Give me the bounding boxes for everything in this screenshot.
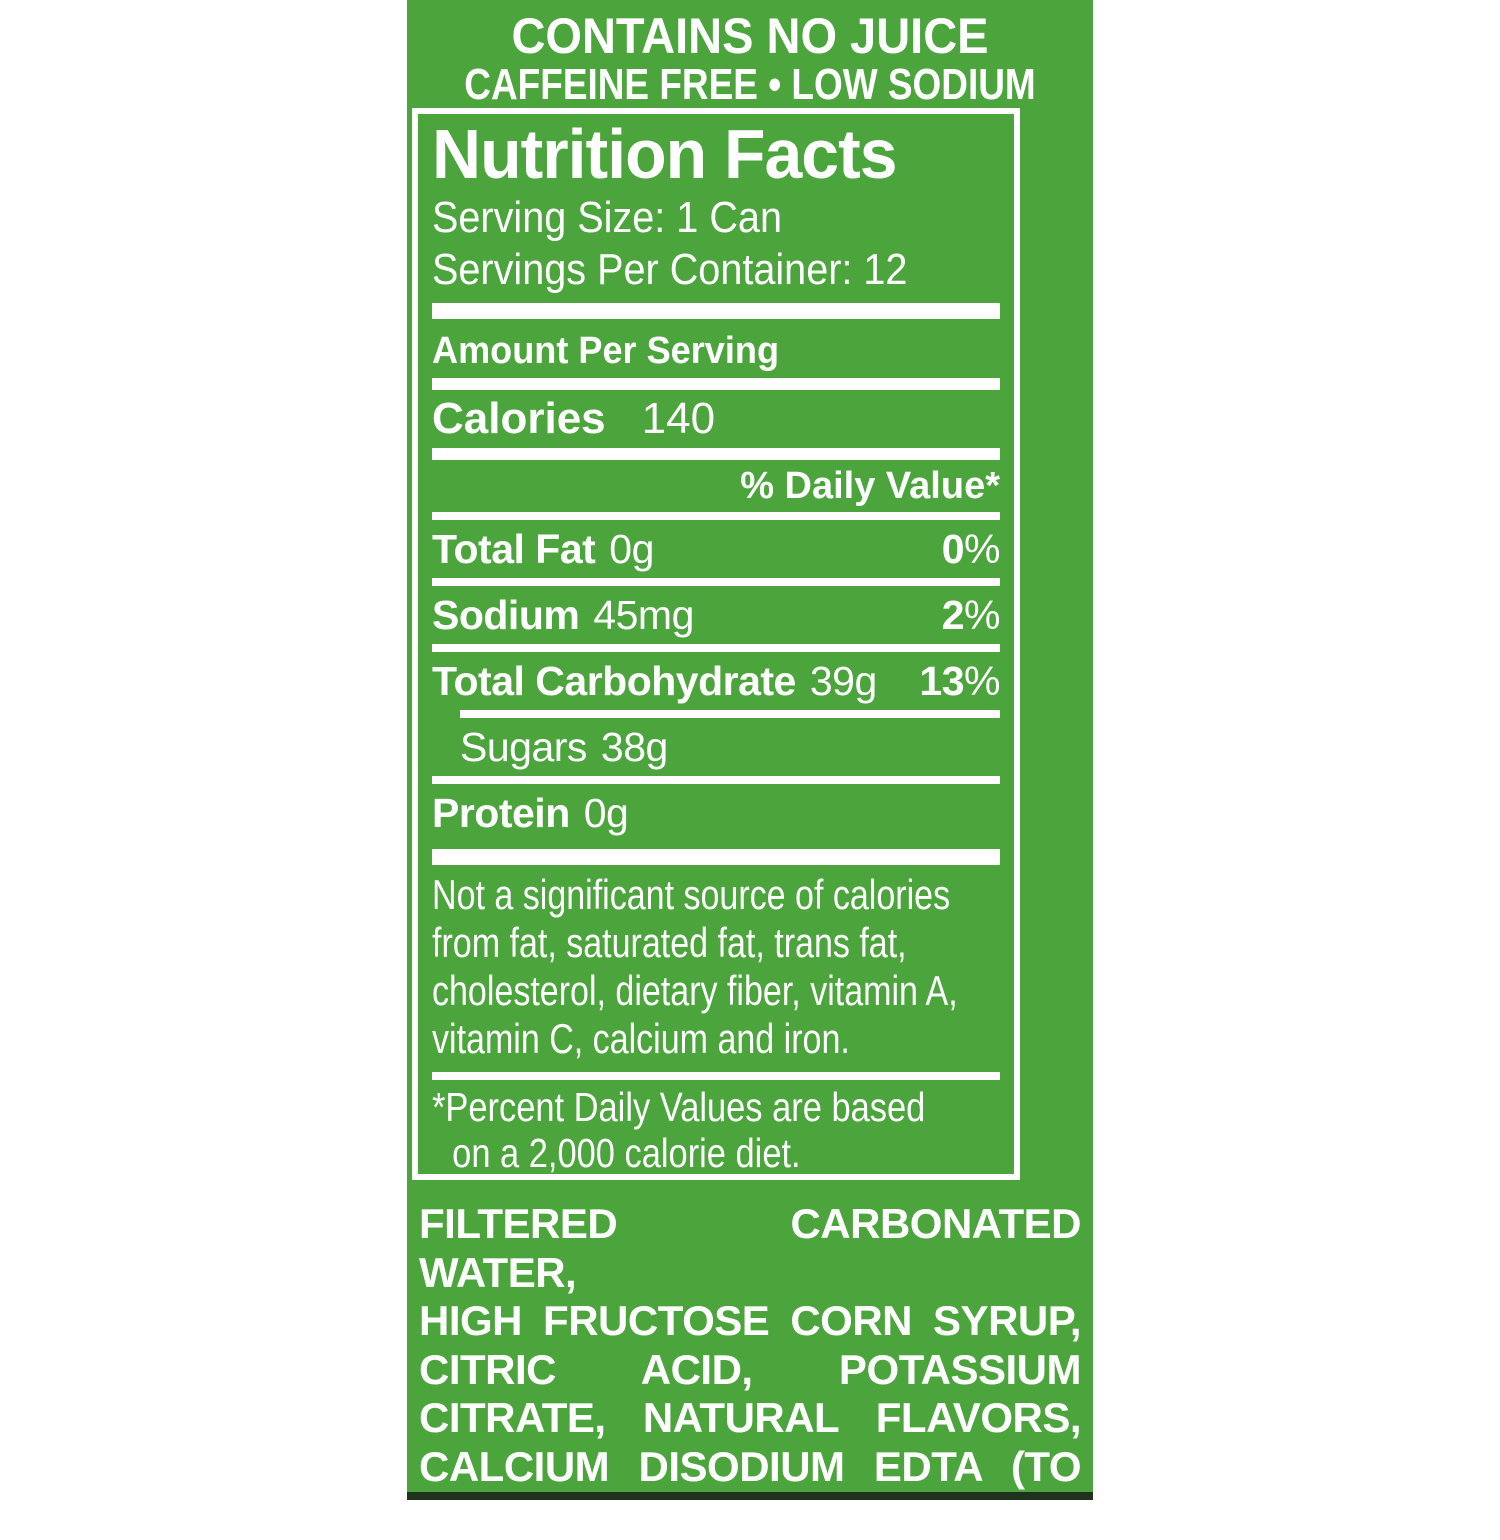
dv-percent-sign: %: [964, 658, 1000, 704]
claim-caffeine-free-low-sodium: CAFFEINE FREE • LOW SODIUM: [464, 60, 1036, 109]
note-line: from fat, saturated fat, trans fat,: [432, 919, 907, 966]
separator-thin: [432, 578, 1000, 586]
dv-number: 0: [941, 526, 965, 572]
separator-thin: [432, 776, 1000, 784]
nutrient-value: 0g: [583, 790, 629, 836]
note-line: cholesterol, dietary fiber, vitamin A,: [432, 967, 958, 1014]
nutrient-name: Total Fat: [432, 526, 596, 572]
nutrient-daily-value: 2%: [941, 586, 1001, 644]
nutrient-name-value: Total Carbohydrate 39g: [432, 652, 877, 710]
product-claims: CONTAINS NO JUICE CAFFEINE FREE • LOW SO…: [407, 10, 1093, 108]
footnote-line: *Percent Daily Values are based: [432, 1084, 926, 1130]
ingredient-line: FILTERED CARBONATED WATER,: [419, 1200, 1082, 1296]
nutrient-value: 0g: [609, 526, 654, 572]
nutrient-row-protein: Protein 0g: [432, 784, 1000, 842]
note-line: Not a significant source of calories: [432, 871, 951, 918]
separator-thin: [432, 644, 1000, 652]
ingredients-list: FILTERED CARBONATED WATER, HIGH FRUCTOSE…: [407, 1186, 1093, 1540]
nutrient-name: Protein: [432, 790, 570, 836]
label-page: { "colors": { "panel_green": "#4BA53C", …: [407, 0, 1093, 1538]
separator-medium: [432, 378, 1000, 390]
servings-per-container: Servings Per Container: 12: [432, 245, 908, 294]
nutrient-row-total-carbohydrate: Total Carbohydrate 39g 13%: [432, 652, 1000, 710]
separator-thin: [432, 1072, 1000, 1080]
amount-per-serving-header: Amount Per Serving: [432, 330, 780, 372]
nutrient-name-value: Total Fat 0g: [432, 520, 654, 578]
nutrient-name-value: Protein 0g: [432, 784, 629, 842]
nutrient-name-value: Sodium 45mg: [432, 586, 694, 644]
nutrient-name: Sugars: [460, 724, 587, 770]
ingredient-line: CITRATE, NATURAL FLAVORS,: [419, 1394, 1082, 1441]
separator-thin-indented: [460, 710, 1000, 718]
ingredient-line: CITRIC ACID, POTASSIUM: [419, 1345, 1082, 1393]
nutrient-value: 45mg: [593, 592, 694, 638]
nutrient-name: Total Carbohydrate: [432, 658, 796, 704]
ingredient-line: HIGH FRUCTOSE CORN SYRUP,: [419, 1297, 1082, 1344]
daily-value-header: % Daily Value*: [740, 465, 1000, 507]
note-line: vitamin C, calcium and iron.: [432, 1015, 850, 1062]
nutrient-value: 39g: [809, 658, 877, 704]
claim-contains-no-juice: CONTAINS NO JUICE: [511, 8, 989, 64]
dv-percent-sign: %: [964, 526, 1000, 572]
calories-label: Calories: [432, 394, 606, 443]
serving-size: Serving Size: 1 Can: [432, 193, 782, 242]
calories-value: 140: [641, 394, 716, 443]
bottom-dark-strip: [407, 1492, 1093, 1500]
dv-number: 13: [919, 658, 965, 704]
separator-thick: [432, 303, 1000, 319]
nutrient-row-sodium: Sodium 45mg 2%: [432, 586, 1000, 644]
calories-row: Calories 140: [432, 390, 1000, 448]
separator-thick: [432, 849, 1000, 865]
nutrient-row-total-fat: Total Fat 0g 0%: [432, 520, 1000, 578]
nutrient-daily-value: 13%: [919, 652, 1000, 710]
nutrient-name-value: Sugars 38g: [460, 718, 668, 776]
dv-percent-sign: %: [964, 592, 1000, 638]
nutrient-daily-value: 0%: [941, 520, 1001, 578]
not-significant-source-note: Not a significant source of calories fro…: [432, 871, 1000, 1063]
dv-number: 2: [941, 592, 965, 638]
nutrient-name: Sodium: [432, 592, 580, 638]
separator-thin: [432, 512, 1000, 520]
daily-value-footnote: *Percent Daily Values are based on a 2,0…: [432, 1084, 1000, 1176]
nutrition-facts-title: Nutrition Facts: [432, 115, 898, 193]
separator-medium: [432, 448, 1000, 460]
footnote-line: on a 2,000 calorie diet.: [452, 1130, 801, 1176]
nutrient-value: 38g: [600, 724, 668, 770]
nutrient-row-sugars: Sugars 38g: [432, 718, 1000, 776]
green-label-panel: CONTAINS NO JUICE CAFFEINE FREE • LOW SO…: [407, 0, 1093, 1538]
ingredient-line: CALCIUM DISODIUM EDTA (TO: [419, 1442, 1082, 1490]
nutrition-facts-box: Nutrition Facts Serving Size: 1 Can Serv…: [412, 108, 1020, 1180]
